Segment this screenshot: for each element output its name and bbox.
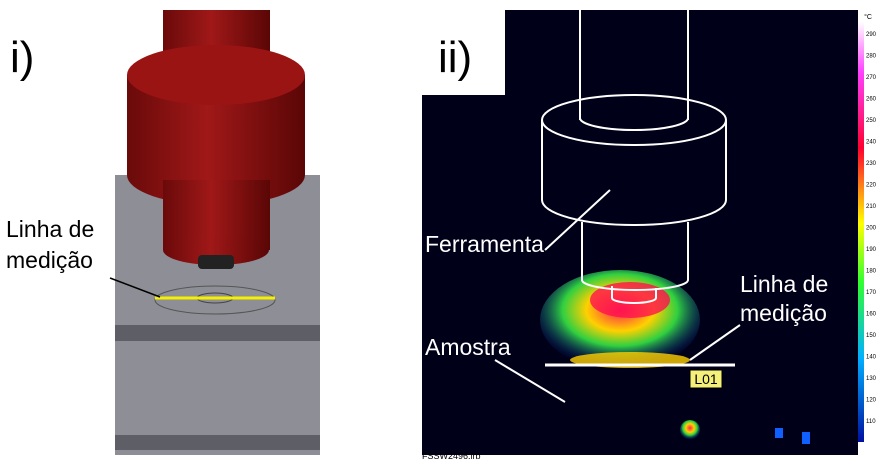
scale-tick-label: 110 xyxy=(866,419,876,425)
scale-tick-label: 170 xyxy=(866,290,877,296)
tool-collar-top xyxy=(127,45,305,105)
annotation: Amostra xyxy=(425,334,511,360)
annotation: medição xyxy=(740,300,827,326)
scale-tick-label: 250 xyxy=(866,118,877,124)
scale-tick-label: 270 xyxy=(866,75,877,81)
file-name: FSSW2496.irb xyxy=(422,451,481,461)
scale-tick-label: 230 xyxy=(866,161,877,167)
scale-tick-label: 210 xyxy=(866,204,877,210)
scale-tick-label: 190 xyxy=(866,247,877,253)
pin xyxy=(198,255,234,269)
panel-label: i) xyxy=(10,33,34,82)
annotation: Linha de xyxy=(740,271,828,297)
heat-spot xyxy=(802,432,810,444)
scale-bar xyxy=(858,22,864,442)
scale-tick-label: 160 xyxy=(866,312,877,318)
panel-ii: L01 ii) Ferramenta Linha de medição Amos… xyxy=(422,10,879,461)
scale-tick-label: 240 xyxy=(866,140,877,146)
scale-tick-label: 130 xyxy=(866,376,877,382)
scale-unit: °C xyxy=(864,13,872,21)
scale-tick-label: 150 xyxy=(866,333,877,339)
annotation: Linha de xyxy=(6,216,94,242)
scale-tick-label: 180 xyxy=(866,269,877,275)
figure: i) Linha de medição L01 ii) Ferramenta xyxy=(0,0,879,461)
scale-tick-label: 200 xyxy=(866,226,877,232)
heat-spot xyxy=(775,428,783,438)
plate-strip xyxy=(115,435,320,450)
line-tag: L01 xyxy=(694,371,718,387)
scale-tick-label: 220 xyxy=(866,183,877,189)
scale-tick-label: 140 xyxy=(866,355,877,361)
annotation: Ferramenta xyxy=(425,231,544,257)
panel-label: ii) xyxy=(438,33,472,82)
scale-tick-label: 280 xyxy=(866,54,877,60)
heat-spot xyxy=(680,420,700,440)
scale-tick-label: 290 xyxy=(866,32,877,38)
panel-i: i) Linha de medição xyxy=(6,10,320,455)
scale-tick-label: 260 xyxy=(866,97,877,103)
plate-strip xyxy=(115,325,320,341)
annotation: medição xyxy=(6,247,93,273)
scale-tick-label: 120 xyxy=(866,398,877,404)
